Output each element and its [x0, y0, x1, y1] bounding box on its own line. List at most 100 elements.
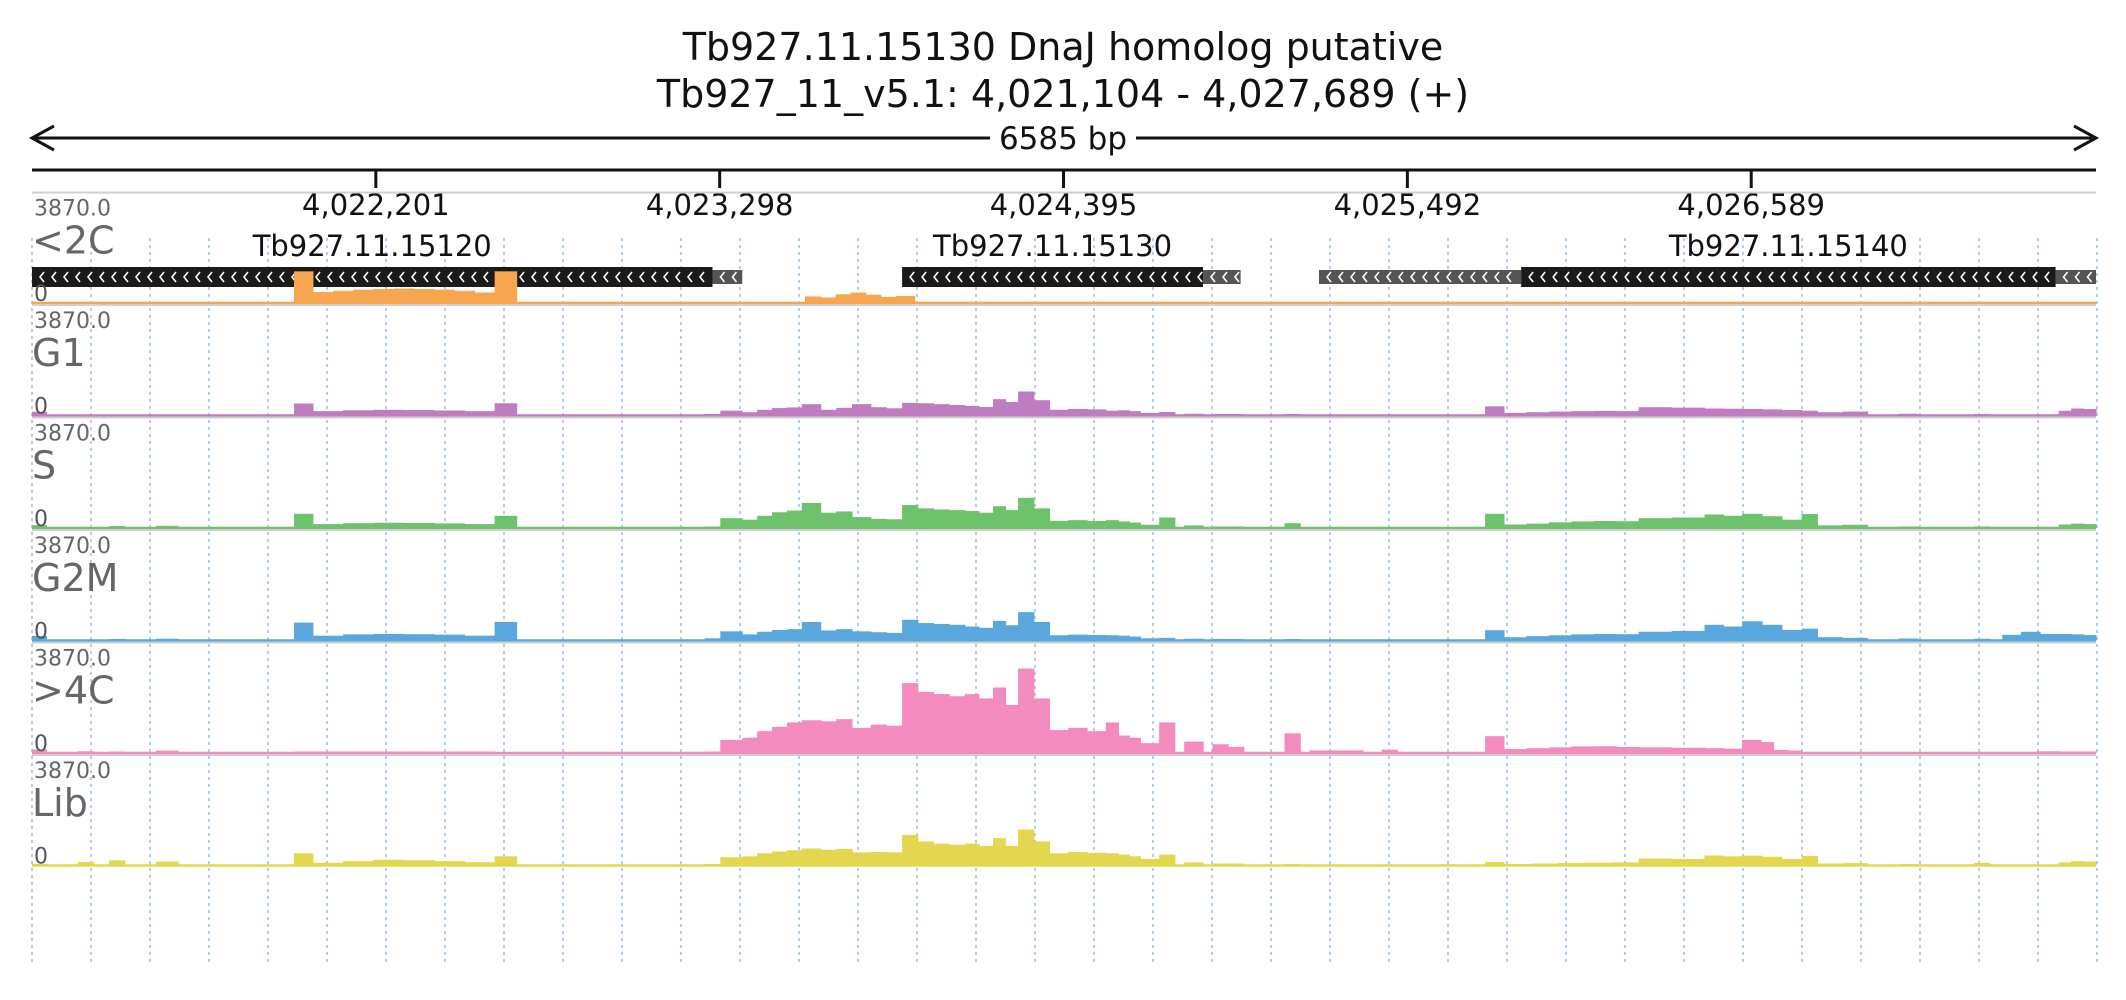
strand-chevron-icon	[1373, 271, 1380, 283]
strand-chevron-icon	[1173, 271, 1179, 283]
coverage-bar	[1105, 520, 1119, 528]
strand-chevron-icon	[62, 271, 69, 283]
coverage-bar	[312, 635, 344, 641]
coverage-bar	[964, 843, 980, 866]
strand-chevron-icon	[158, 271, 165, 283]
strand-chevron-icon	[1732, 271, 1738, 283]
track-scale-min: 0	[34, 507, 48, 532]
coverage-bar	[1033, 621, 1051, 641]
strand-chevron-icon	[422, 271, 429, 283]
strand-chevron-icon	[518, 271, 525, 283]
coverage-bar	[978, 627, 994, 641]
track-scale-max: 3870.0	[34, 534, 111, 559]
coverage-bar	[836, 629, 853, 641]
coverage-bar	[895, 296, 916, 303]
coverage-bar	[742, 856, 758, 866]
strand-chevron-icon	[1648, 271, 1654, 283]
coverage-bar	[742, 634, 758, 641]
strand-chevron-icon	[1900, 271, 1906, 283]
coverage-bar	[1129, 636, 1141, 641]
coverage-bar	[720, 857, 743, 866]
coverage-bar	[1005, 401, 1019, 416]
coverage-bar	[820, 849, 837, 866]
coverage-bar	[1571, 521, 1595, 528]
coverage-bar	[1781, 630, 1803, 641]
strand-chevron-icon	[38, 271, 45, 283]
coverage-bar	[1105, 853, 1119, 866]
coverage-bar	[902, 505, 919, 528]
coverage-bar	[902, 619, 919, 641]
coverage-bar	[474, 292, 496, 303]
coverage-bar	[757, 409, 773, 416]
coverage-bar	[413, 289, 435, 303]
strand-chevron-icon	[1552, 271, 1558, 283]
track-name: S	[32, 444, 56, 488]
strand-chevron-icon	[1221, 271, 1228, 283]
coverage-bar	[1018, 497, 1035, 528]
arrow-right-icon	[2073, 124, 2100, 152]
strand-chevron-icon	[182, 271, 189, 283]
strand-chevron-icon	[1445, 271, 1452, 283]
strand-chevron-icon	[266, 271, 273, 283]
coverage-bar	[1005, 510, 1019, 528]
utr-strand-markers	[1325, 271, 1512, 283]
coverage-bar	[1742, 855, 1763, 866]
coverage-bar	[1068, 520, 1088, 528]
coverage-bar	[1742, 739, 1762, 753]
coverage-bar	[434, 861, 465, 866]
coverage-bar	[1671, 858, 1706, 866]
strand-chevron-icon	[1540, 271, 1546, 283]
coverage-bar	[1817, 637, 1844, 641]
coverage-bar	[1159, 412, 1176, 416]
coverage-bar	[333, 290, 354, 303]
strand-chevron-icon	[602, 271, 609, 283]
coverage-bar	[1228, 746, 1245, 753]
strand-chevron-icon	[2020, 271, 2026, 283]
coverage-bar	[464, 635, 496, 641]
strand-chevron-icon	[981, 271, 987, 283]
coverage-bar	[949, 624, 966, 641]
coverage-bar	[786, 629, 803, 641]
coverage-bar	[1049, 635, 1069, 641]
strand-chevron-icon	[1924, 271, 1930, 283]
coverage-bar	[917, 841, 935, 866]
coverage-bar	[804, 296, 822, 303]
coverage-bar	[835, 294, 852, 303]
strand-chevron-icon	[194, 271, 201, 283]
coverage-bar	[1723, 856, 1743, 866]
strand-chevron-icon	[578, 271, 585, 283]
coverage-bar	[1140, 524, 1160, 528]
coverage-bar	[870, 851, 888, 866]
coverage-bar	[2058, 862, 2072, 866]
strand-chevron-icon	[1149, 271, 1155, 283]
strand-chevron-icon	[1816, 271, 1822, 283]
coverage-bar	[870, 724, 888, 753]
strand-chevron-icon	[1612, 271, 1618, 283]
coverage-bar	[1087, 409, 1107, 416]
coverage-bar	[1140, 743, 1160, 753]
coverage-bar	[343, 861, 375, 866]
coverage-bar	[1284, 733, 1301, 753]
ruler-tick-label: 4,026,589	[1677, 188, 1825, 222]
coverage-bar	[2002, 634, 2022, 641]
coverage-bar	[373, 633, 405, 641]
strand-chevron-icon	[2062, 271, 2069, 283]
strand-chevron-icon	[1185, 271, 1191, 283]
coverage-bar	[964, 626, 980, 641]
coverage-bar	[720, 739, 743, 753]
coverage-bar	[820, 630, 837, 641]
coverage-bar	[1781, 410, 1803, 416]
coverage-bar	[312, 524, 344, 528]
coverage-bar	[1018, 668, 1035, 753]
strand-chevron-icon	[470, 271, 477, 283]
strand-chevron-icon	[1768, 271, 1774, 283]
strand-chevron-icon	[1780, 271, 1786, 283]
ruler-tick-label: 4,024,395	[990, 188, 1138, 222]
strand-chevron-icon	[1864, 271, 1870, 283]
track-scale-max: 3870.0	[34, 197, 111, 222]
coverage-bar	[1140, 412, 1160, 416]
coverage-bar	[1616, 634, 1640, 641]
track-4c: 3870.0>4C 0	[32, 641, 2097, 757]
strand-chevron-icon	[1409, 271, 1416, 283]
